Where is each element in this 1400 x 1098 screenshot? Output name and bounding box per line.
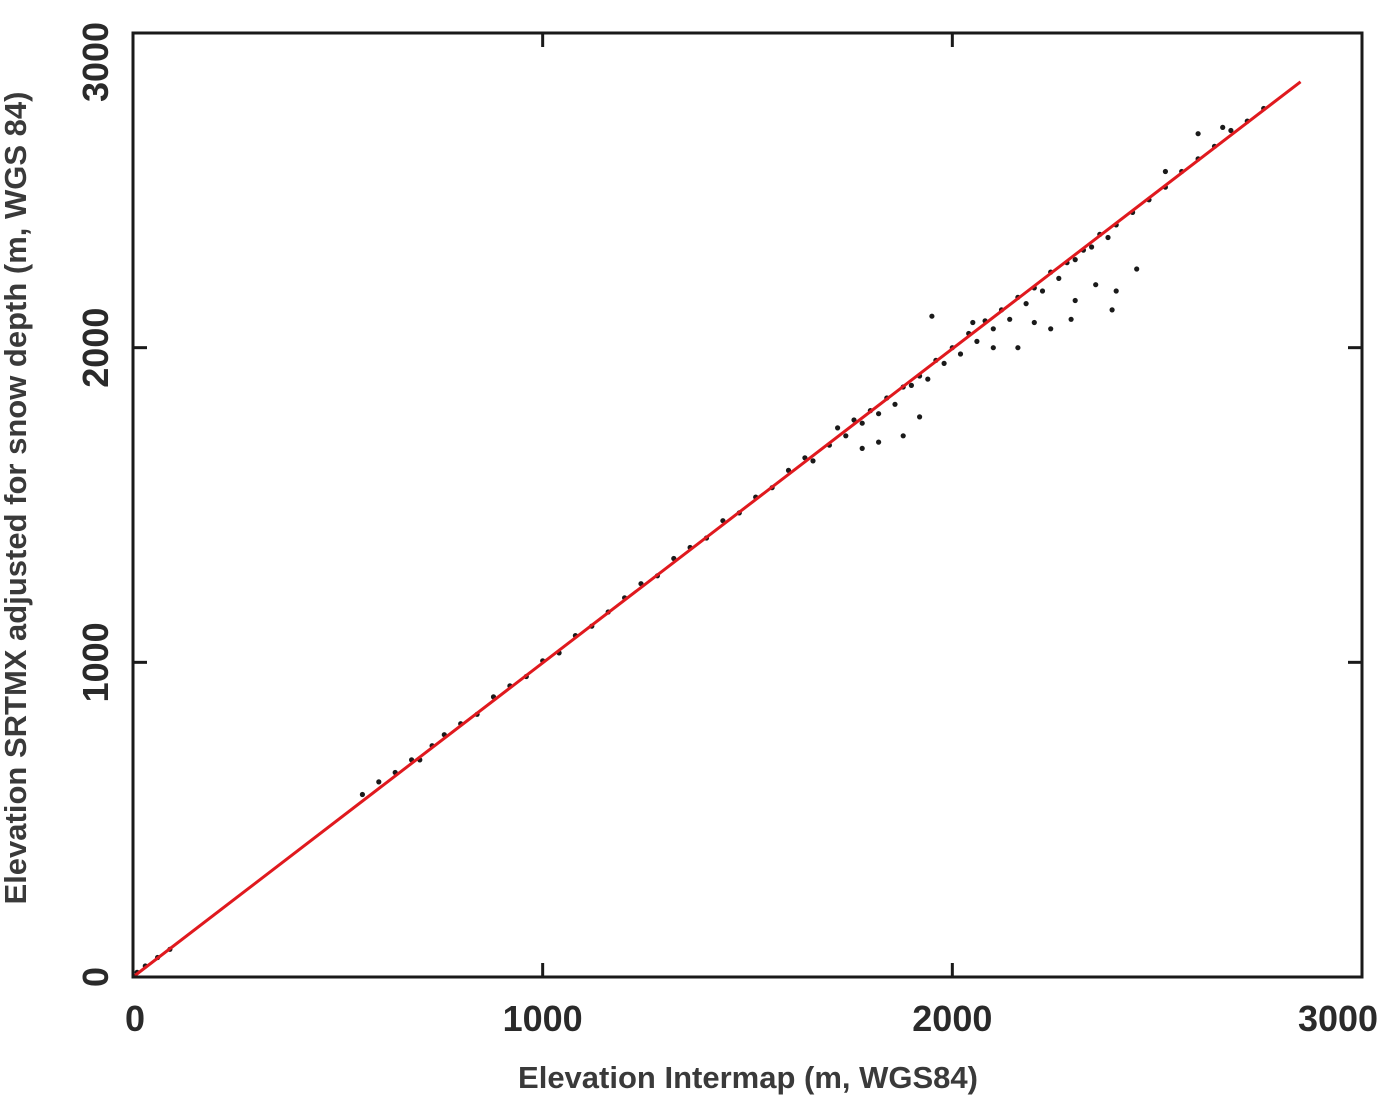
scatter-point bbox=[925, 376, 931, 382]
fit-line-group bbox=[132, 80, 1302, 979]
y-tick-label: 3000 bbox=[75, 22, 116, 102]
scatter-point bbox=[1068, 316, 1074, 322]
scatter-point bbox=[1089, 244, 1095, 250]
scatter-point bbox=[1056, 275, 1062, 281]
scatter-point bbox=[892, 401, 898, 407]
fit-line bbox=[132, 80, 1302, 979]
y-tick-label: 0 bbox=[75, 967, 116, 987]
scatter-point bbox=[810, 458, 816, 464]
scatter-point bbox=[835, 425, 841, 431]
scatter-point bbox=[974, 338, 980, 344]
scatter-point bbox=[1195, 131, 1201, 137]
x-axis-label: Elevation Intermap (m, WGS84) bbox=[518, 1060, 978, 1095]
scatter-point bbox=[929, 313, 935, 319]
scatter-point bbox=[917, 414, 923, 420]
scatter-point bbox=[1007, 316, 1013, 322]
scatter-point bbox=[1134, 266, 1140, 272]
y-tick-label: 2000 bbox=[75, 308, 116, 388]
scatter-point bbox=[1093, 282, 1099, 288]
scatter-point bbox=[970, 319, 976, 326]
y-tick-label: 1000 bbox=[75, 622, 116, 702]
scatter-point bbox=[1031, 319, 1037, 326]
scatter-point bbox=[1162, 168, 1168, 175]
scatter-point bbox=[1023, 301, 1029, 307]
x-tick-label: 3000 bbox=[1298, 998, 1378, 1039]
scatter-point bbox=[1113, 288, 1119, 294]
x-tick-label: 0 bbox=[125, 998, 145, 1039]
x-tick-label: 1000 bbox=[503, 998, 583, 1039]
scatter-point bbox=[900, 433, 906, 439]
scatter-point bbox=[1015, 345, 1021, 351]
scatter-point bbox=[1039, 288, 1046, 294]
scatter-point bbox=[1072, 257, 1078, 263]
scatter-point bbox=[1228, 127, 1234, 134]
scatter-point bbox=[876, 439, 882, 445]
plot-frame bbox=[131, 31, 1364, 979]
scatter-point bbox=[1072, 297, 1078, 304]
y-tick-labels: 0 1000 2000 3000 bbox=[75, 22, 116, 987]
scatter-point bbox=[1220, 124, 1226, 130]
scatter-point bbox=[957, 351, 964, 357]
y-axis-label: Elevation SRTMX adjusted for snow depth … bbox=[0, 92, 33, 905]
scatter-point bbox=[908, 382, 915, 388]
scatter-point bbox=[1048, 326, 1054, 332]
x-tick-label: 2000 bbox=[912, 998, 992, 1039]
scatter-point bbox=[876, 411, 882, 417]
scatter-point bbox=[1109, 307, 1115, 313]
scatter-point bbox=[859, 420, 865, 426]
scatter-point bbox=[359, 791, 365, 798]
scatter-point bbox=[990, 345, 996, 351]
axis-ticks bbox=[131, 31, 1364, 979]
scatter-point bbox=[376, 779, 382, 785]
x-tick-labels: 0 1000 2000 3000 bbox=[125, 998, 1378, 1039]
scatter-point bbox=[843, 433, 849, 439]
scatter-point bbox=[990, 326, 996, 332]
scatter-point bbox=[941, 360, 947, 366]
scatter-point bbox=[1105, 234, 1111, 241]
scatter-point bbox=[859, 445, 865, 451]
